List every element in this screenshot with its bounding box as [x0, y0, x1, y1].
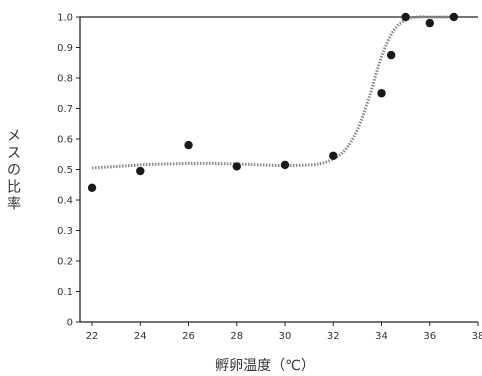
data-points [87, 12, 459, 192]
data-point [184, 140, 193, 150]
x-tick-label: 22 [86, 331, 99, 342]
y-tick-label: 0.3 [57, 226, 73, 237]
data-point [136, 166, 145, 176]
y-axis-title-char: 比 [7, 180, 21, 196]
x-tick-label: 30 [279, 331, 292, 342]
y-axis-title-char: 率 [7, 196, 21, 213]
x-tick-label: 24 [134, 331, 147, 342]
y-tick-label: 1.0 [57, 13, 73, 24]
y-tick-label: 0 [67, 318, 73, 329]
y-axis-title-char: の [7, 163, 21, 179]
x-axis-title: 孵卵温度（℃） [215, 358, 315, 374]
x-tick-label: 32 [327, 331, 340, 342]
y-tick-label: 0.6 [57, 135, 73, 146]
data-point [377, 89, 386, 98]
y-tick-label: 0.9 [57, 43, 73, 54]
y-axis-title: メスの比率 [7, 129, 21, 213]
data-point [425, 18, 434, 28]
y-axis-title-char: メ [7, 129, 21, 145]
y-tick-label: 0.1 [57, 287, 73, 298]
y-axis-ticks: 0 0.1 0.2 0.3 0.4 0.5 0.6 0.7 0.8 0.9 1.0 [57, 13, 80, 329]
y-tick-label: 0.5 [57, 165, 73, 176]
y-axis-title-char: ス [7, 146, 21, 162]
data-point [329, 151, 338, 160]
y-tick-label: 0.4 [57, 196, 73, 207]
x-tick-label: 26 [182, 331, 195, 342]
fitted-curve [91, 15, 454, 170]
x-tick-label: 38 [472, 331, 482, 342]
data-point [449, 12, 459, 22]
data-point [232, 162, 241, 171]
data-point [87, 183, 97, 192]
y-tick-label: 0.7 [57, 104, 73, 115]
data-point [280, 160, 290, 170]
data-point [401, 12, 410, 22]
data-point [386, 50, 396, 60]
x-tick-label: 34 [375, 331, 388, 342]
y-tick-label: 0.2 [57, 257, 73, 268]
x-tick-label: 28 [230, 331, 243, 342]
y-tick-label: 0.8 [57, 74, 73, 85]
x-tick-label: 36 [423, 331, 436, 342]
x-axis-ticks: 22 24 26 28 30 32 34 36 38 [86, 322, 482, 342]
